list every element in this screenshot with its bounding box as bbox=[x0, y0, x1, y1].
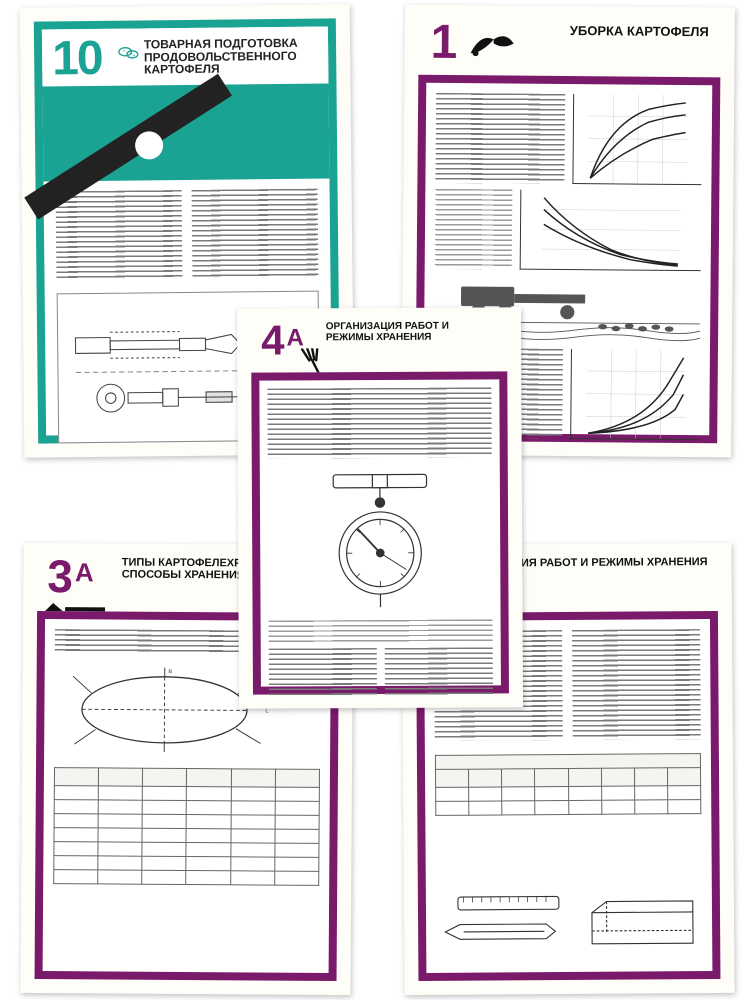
poster-number: 1 bbox=[430, 23, 455, 64]
psychrometer-diagram bbox=[268, 463, 493, 614]
teal-band bbox=[42, 83, 329, 181]
poster-10-header: 10 ТОВАРНАЯ ПОДГОТОВКА ПРОДОВОЛЬСТВЕННОГ… bbox=[42, 27, 329, 87]
thermometer-diagram bbox=[436, 881, 703, 963]
chart-decay bbox=[520, 190, 702, 272]
chart-concave-up bbox=[570, 349, 700, 440]
svg-text:B: B bbox=[168, 669, 172, 675]
poster-1-header: 1 УБОРКА КАРТОФЕЛЯ bbox=[428, 19, 710, 73]
poster-4a: 4 А ОРГАНИЗАЦИЯ РАБОТ И РЕЖИМЫ ХРАНЕНИЯ bbox=[237, 307, 523, 708]
potato-icon bbox=[117, 36, 140, 68]
regime-table bbox=[435, 753, 701, 816]
svg-text:L: L bbox=[265, 708, 268, 714]
chart-saturating bbox=[572, 94, 702, 185]
poster-title: ТОВАРНАЯ ПОДГОТОВКА ПРОДОВОЛЬСТВЕННОГО К… bbox=[144, 37, 319, 80]
storage-types-table bbox=[53, 767, 320, 886]
poster-suffix: А bbox=[75, 557, 94, 588]
poster-number: 10 bbox=[52, 39, 102, 80]
poster-title: ОРГАНИЗАЦИЯ РАБОТ И РЕЖИМЫ ХРАНЕНИЯ bbox=[326, 321, 497, 343]
poster-number: 4 bbox=[261, 323, 283, 359]
poster-title: УБОРКА КАРТОФЕЛЯ bbox=[570, 24, 709, 39]
sprout-icon bbox=[465, 23, 515, 59]
poster-number: 3 bbox=[47, 557, 71, 596]
